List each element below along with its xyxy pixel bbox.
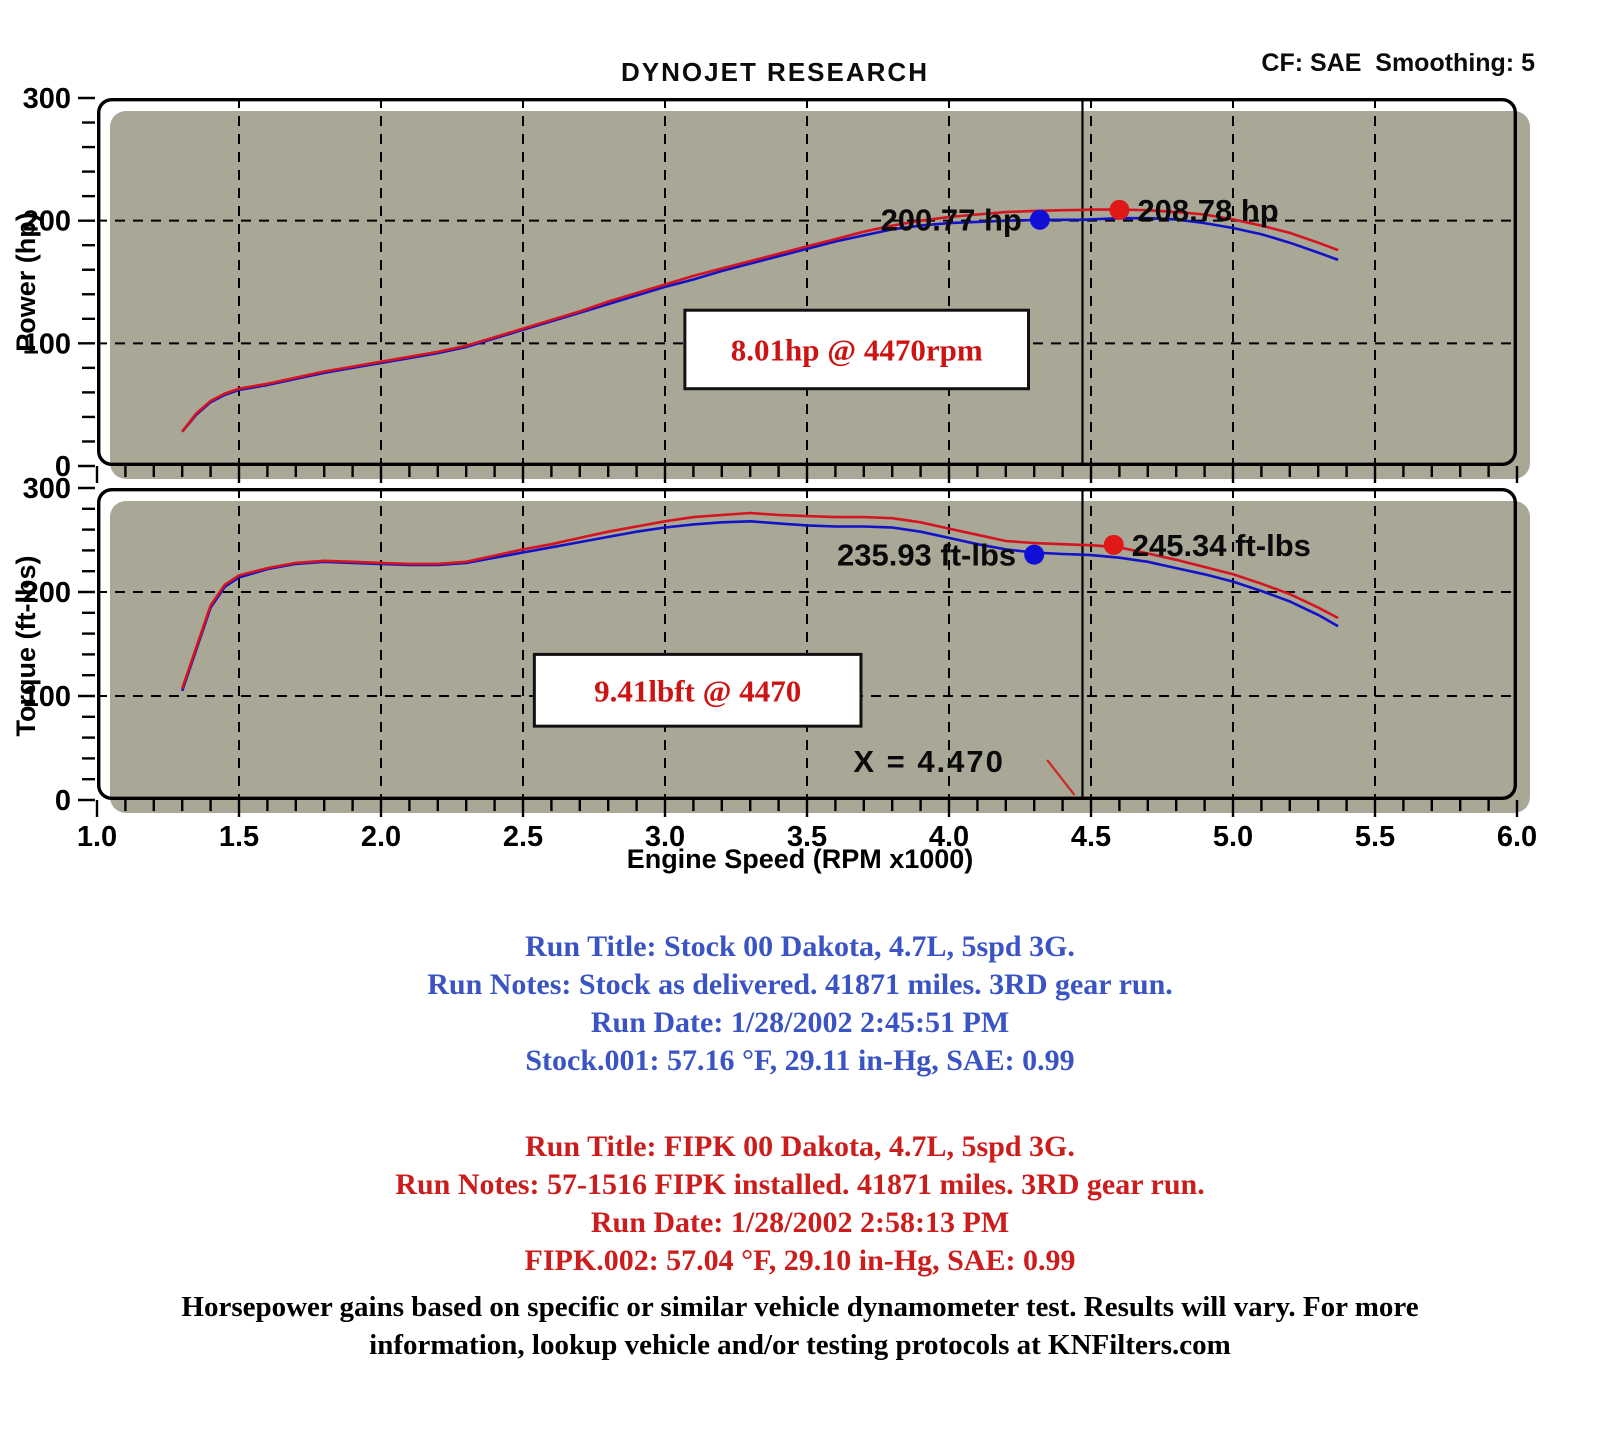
stock-run-info-block: Run Title: Stock 00 Dakota, 4.7L, 5spd 3… xyxy=(100,928,1500,1080)
x-axis-label: Engine Speed (RPM x1000) xyxy=(626,844,974,874)
peak-marker-label: 245.34 ft-lbs xyxy=(1132,528,1311,563)
y-tick-label: 300 xyxy=(23,83,71,115)
y-tick-label: 100 xyxy=(23,328,71,360)
peak-marker-label: 235.93 ft-lbs xyxy=(837,538,1016,573)
gain-annotation-label: 9.41lbft @ 4470 xyxy=(594,673,801,708)
run-notes-line: Run Notes: Stock as delivered. 41871 mil… xyxy=(427,968,1173,1001)
fipk-run-info-block: Run Title: FIPK 00 Dakota, 4.7L, 5spd 3G… xyxy=(100,1128,1500,1280)
page-title: DYNOJET RESEARCH xyxy=(621,57,929,87)
plot-frame xyxy=(97,488,1517,801)
x-tick-label: 1.5 xyxy=(219,821,259,853)
x-tick-label: 1.0 xyxy=(77,821,117,853)
torque-chart: 0 100 200 300 1.0 1.5 2.0 2.5 3.0 3.5 4.0 4.5 5.0 5.5… xyxy=(23,473,1538,853)
peak-marker-dot xyxy=(1029,209,1050,230)
x-tick-label: 2.5 xyxy=(503,821,543,853)
y-tick-label: 100 xyxy=(23,681,71,713)
disclaimer-text: Horsepower gains based on specific or si… xyxy=(70,1288,1530,1364)
power-chart: 0 100 200 300 8.01hp @ 4470rpm 200.77 hp 208.7… xyxy=(23,83,1519,483)
disclaimer-line-1: Horsepower gains based on specific or si… xyxy=(181,1291,1419,1323)
y-tick-label: 300 xyxy=(23,473,71,505)
y-tick-label: 200 xyxy=(23,577,71,609)
cursor-leader-line xyxy=(1046,759,1076,796)
run-date-line: Run Date: 1/28/2002 2:45:51 PM xyxy=(590,1006,1010,1039)
peak-marker-label: 200.77 hp xyxy=(881,203,1022,238)
y-tick-label: 0 xyxy=(55,785,71,817)
plot-frame xyxy=(97,98,1517,467)
torque-axis-label: Torque (ft-lbs) xyxy=(11,555,41,737)
fipk-torque-curve xyxy=(180,511,1339,690)
peak-marker-label: 208.78 hp xyxy=(1137,193,1278,228)
run-conditions-line: Stock.001: 57.16 °F, 29.11 in-Hg, SAE: 0… xyxy=(525,1044,1075,1077)
run-conditions-line: FIPK.002: 57.04 °F, 29.10 in-Hg, SAE: 0.… xyxy=(524,1244,1076,1277)
x-tick-label: 3.5 xyxy=(787,821,827,853)
x-tick-label: 6.0 xyxy=(1497,821,1537,853)
x-tick-label: 5.0 xyxy=(1213,821,1253,853)
disclaimer-line-2: information, lookup vehicle and/or testi… xyxy=(369,1329,1231,1361)
peak-marker-dot xyxy=(1109,199,1130,220)
power-plot-shadow xyxy=(110,111,1530,479)
x-tick-label: 3.0 xyxy=(645,821,685,853)
gain-annotation-box xyxy=(532,652,863,728)
run-title-line: Run Title: Stock 00 Dakota, 4.7L, 5spd 3… xyxy=(525,930,1075,963)
run-notes-line: Run Notes: 57-1516 FIPK installed. 41871… xyxy=(395,1168,1205,1201)
fipk-power-curve xyxy=(181,208,1339,433)
run-title-line: Run Title: FIPK 00 Dakota, 4.7L, 5spd 3G… xyxy=(525,1130,1075,1163)
gain-annotation-box xyxy=(683,308,1031,391)
y-tick-label: 0 xyxy=(55,451,71,483)
run-date-line: Run Date: 1/28/2002 2:58:13 PM xyxy=(590,1206,1010,1239)
x-tick-label: 4.0 xyxy=(929,821,969,853)
x-tick-label: 5.5 xyxy=(1355,821,1395,853)
x-tick-label: 2.0 xyxy=(361,821,401,853)
gain-annotation-label: 8.01hp @ 4470rpm xyxy=(731,332,983,367)
peak-marker-dot xyxy=(1024,544,1045,565)
correction-smoothing-label: CF: SAE Smoothing: 5 xyxy=(1261,49,1535,77)
power-axis-label: Power (hp) xyxy=(11,212,41,352)
cursor-value-label: X = 4.470 xyxy=(853,744,1005,779)
peak-marker-dot xyxy=(1103,534,1124,555)
y-tick-label: 200 xyxy=(23,206,71,238)
x-tick-label: 4.5 xyxy=(1071,821,1111,853)
